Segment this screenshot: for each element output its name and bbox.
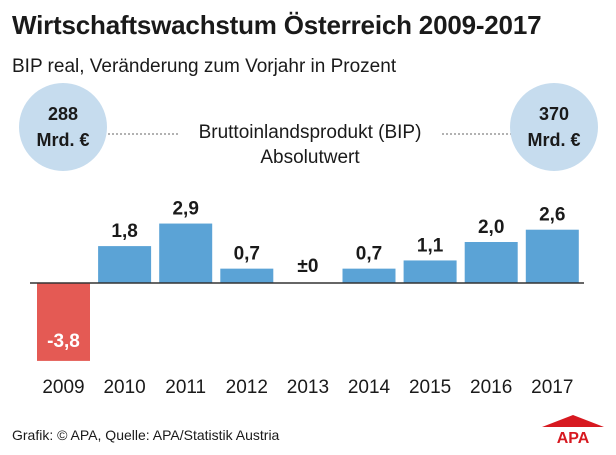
apa-logo: APA	[542, 415, 604, 444]
bar-value-label-2016: 2,0	[478, 217, 504, 238]
bar-value-label-2015: 1,1	[417, 235, 444, 256]
bar-2009	[37, 283, 90, 361]
bip-circle-right	[510, 83, 598, 171]
x-tick-label-2014: 2014	[348, 377, 391, 398]
chart-title: Wirtschaftswachstum Österreich 2009-2017	[12, 10, 542, 40]
x-tick-label-2013: 2013	[287, 377, 329, 398]
bar-value-label-2011: 2,9	[172, 199, 198, 220]
x-tick-label-2016: 2016	[470, 377, 512, 398]
x-tick-label-2010: 2010	[103, 377, 145, 398]
bar-2017	[525, 229, 579, 283]
bip-right-unit: Mrd. €	[527, 130, 580, 150]
bar-2010	[98, 246, 152, 283]
bar-value-label-2014: 0,7	[356, 244, 382, 265]
x-tick-label-2011: 2011	[165, 377, 206, 398]
source-footer: Grafik: © APA, Quelle: APA/Statistik Aus…	[12, 427, 280, 443]
apa-logo-roof	[542, 415, 604, 427]
bars-group: -3,8 2009 1,8 2010 2,9 2011 0,7 2012 ±0 2013 0,7 20…	[37, 199, 579, 398]
bar-2015	[403, 260, 457, 283]
bar-value-label-2013: ±0	[297, 256, 318, 277]
bip-left-unit: Mrd. €	[36, 130, 89, 150]
x-tick-label-2009: 2009	[42, 377, 84, 398]
bip-label-line2: Absolutwert	[260, 147, 360, 168]
x-tick-label-2012: 2012	[226, 377, 268, 398]
bar-2016	[464, 242, 518, 283]
x-tick-label-2017: 2017	[531, 377, 573, 398]
bip-left-value: 288	[48, 104, 78, 124]
bar-value-label-2010: 1,8	[111, 221, 137, 242]
bip-circle-left	[19, 83, 107, 171]
bar-2014	[342, 268, 396, 283]
chart-subtitle: BIP real, Veränderung zum Vorjahr in Pro…	[12, 56, 397, 77]
bar-2012	[220, 268, 274, 283]
bar-chart: 288 Mrd. € 370 Mrd. € Bruttoinlandsprodu…	[19, 83, 598, 398]
bar-value-label-2017: 2,6	[539, 205, 565, 226]
bar-2011	[159, 223, 213, 283]
apa-logo-text: APA	[557, 430, 590, 444]
x-tick-label-2015: 2015	[409, 377, 451, 398]
bar-value-label-2009: -3,8	[47, 331, 80, 352]
bip-label-line1: Bruttoinlandsprodukt (BIP)	[199, 122, 422, 143]
bar-value-label-2012: 0,7	[234, 244, 260, 265]
bip-right-value: 370	[539, 104, 569, 124]
